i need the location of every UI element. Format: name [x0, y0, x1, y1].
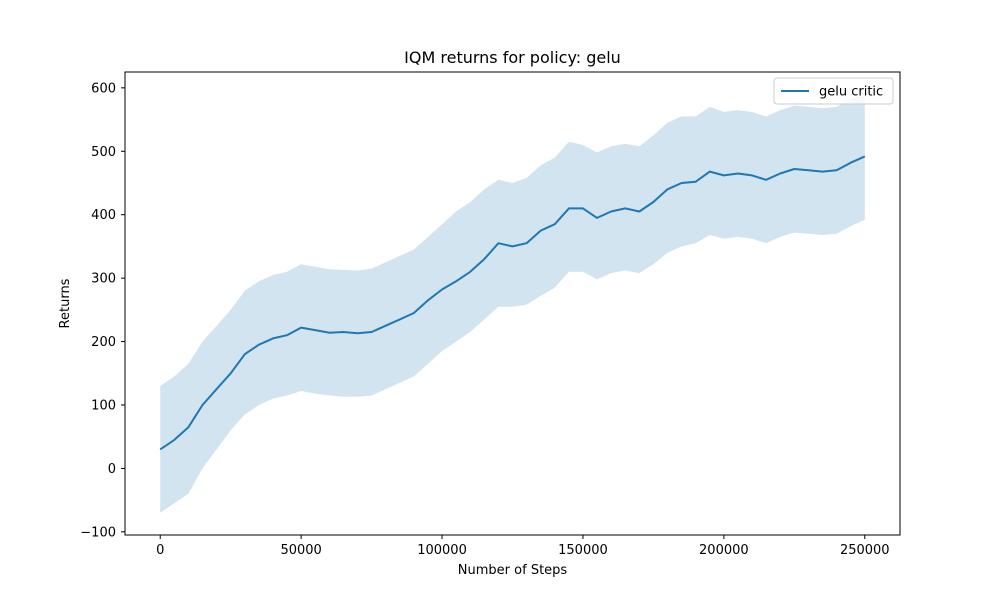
legend-box — [773, 77, 894, 105]
y-tick-label: 200 — [91, 335, 116, 350]
y-tick-label: 500 — [91, 145, 116, 160]
x-axis-label: Number of Steps — [458, 563, 568, 578]
y-tick-label: 0 — [108, 462, 116, 477]
x-tick-label: 100000 — [417, 543, 467, 558]
chart-title: IQM returns for policy: gelu — [404, 48, 621, 67]
confidence-band — [160, 94, 865, 513]
x-tick-label: 250000 — [840, 543, 890, 558]
y-tick-label: 300 — [91, 272, 116, 287]
y-axis-label: Returns — [58, 278, 73, 328]
x-tick-label: 150000 — [558, 543, 608, 558]
axes-frame — [124, 71, 901, 536]
x-tick-label: 50000 — [280, 543, 321, 558]
series-line-layer — [159, 155, 866, 451]
legend-entry-label: gelu critic — [819, 85, 883, 100]
x-axis-ticks: 0 50000 100000 150000 200000 250000 — [156, 535, 890, 558]
y-tick-label: 100 — [91, 398, 116, 413]
legend: gelu critic — [773, 77, 894, 105]
x-tick-label: 0 — [156, 543, 164, 558]
y-tick-label: −100 — [80, 525, 116, 540]
y-axis-ticks: −100 0 100 200 300 400 500 600 — [80, 81, 125, 540]
y-tick-label: 600 — [91, 81, 116, 96]
confidence-band-layer — [160, 94, 865, 513]
x-tick-label: 200000 — [699, 543, 749, 558]
y-tick-label: 400 — [91, 208, 116, 223]
